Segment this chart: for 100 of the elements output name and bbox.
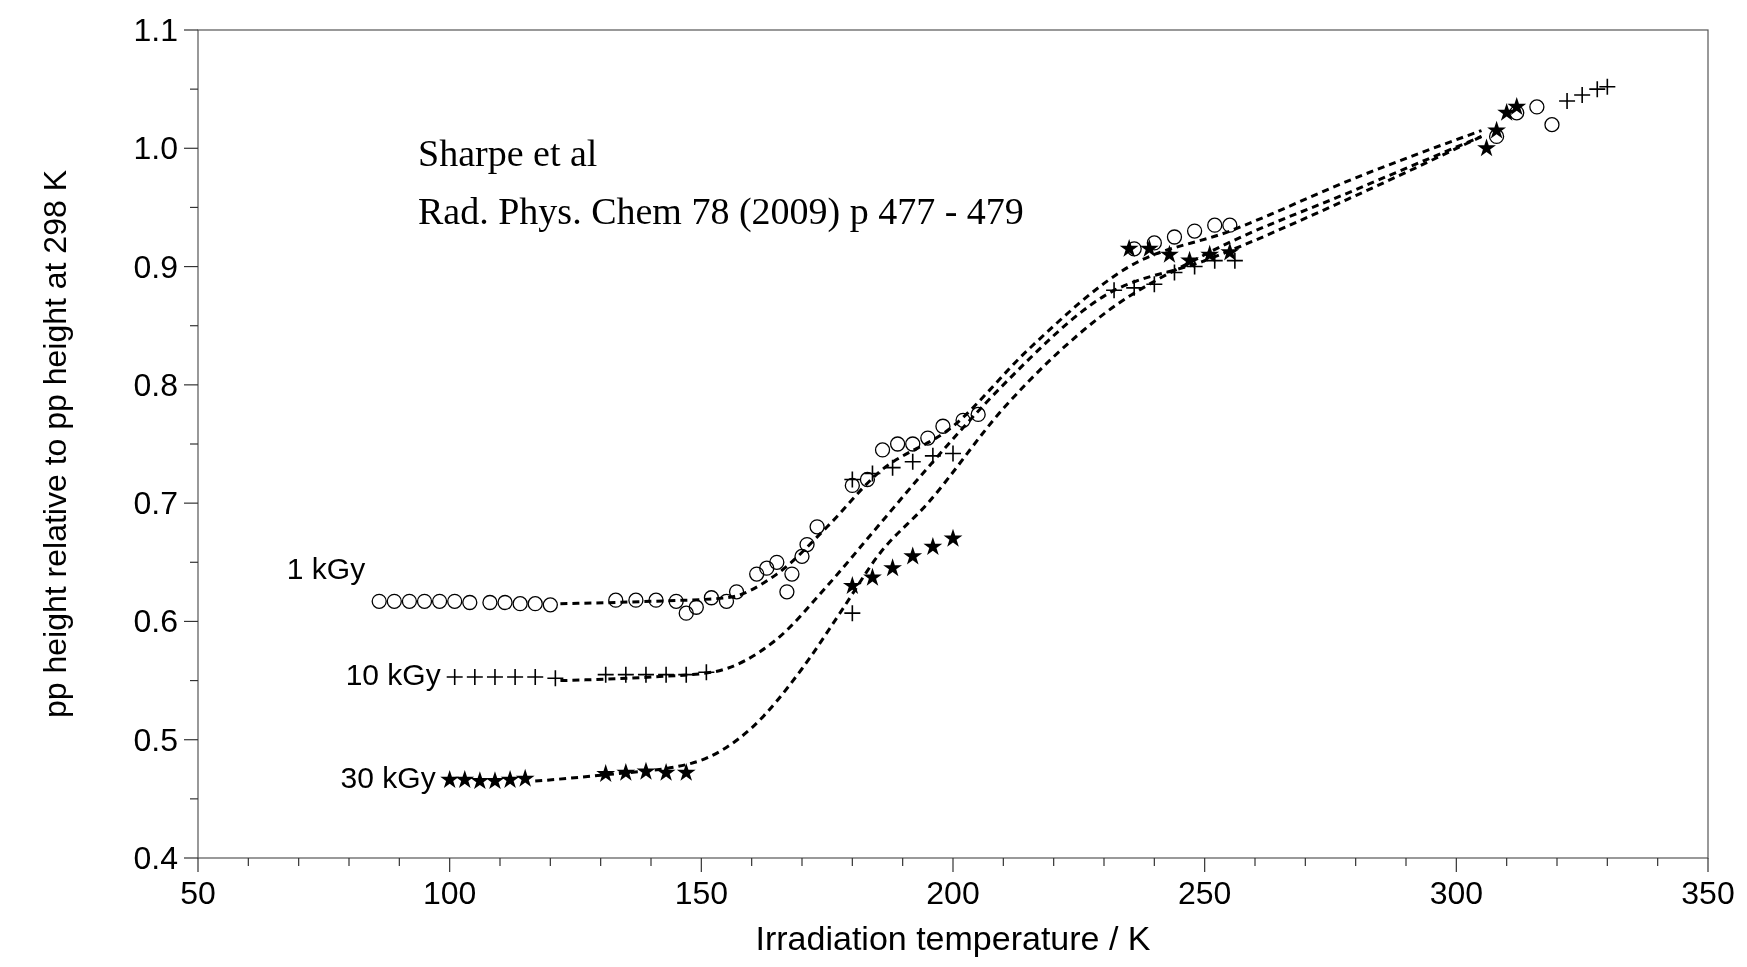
point bbox=[1507, 96, 1527, 115]
point bbox=[1165, 263, 1184, 282]
y-tick-label: 0.4 bbox=[133, 840, 178, 876]
point bbox=[697, 663, 716, 682]
point bbox=[1573, 86, 1591, 104]
point bbox=[445, 668, 464, 686]
y-tick-label: 0.6 bbox=[133, 603, 178, 640]
annotation: Sharpe et al bbox=[418, 132, 598, 174]
point bbox=[648, 592, 664, 608]
point bbox=[1477, 138, 1496, 157]
point bbox=[486, 668, 504, 686]
point bbox=[1529, 99, 1545, 115]
point bbox=[924, 447, 942, 465]
point bbox=[608, 592, 624, 608]
point bbox=[863, 567, 882, 586]
point bbox=[500, 770, 520, 788]
point bbox=[440, 770, 460, 788]
point bbox=[678, 605, 694, 621]
point bbox=[1588, 80, 1607, 98]
point bbox=[844, 477, 860, 494]
point bbox=[1207, 217, 1223, 233]
point bbox=[416, 593, 433, 609]
point bbox=[1558, 92, 1576, 110]
point bbox=[943, 528, 963, 547]
point bbox=[1146, 235, 1162, 251]
point bbox=[920, 430, 936, 446]
point bbox=[843, 470, 862, 489]
point bbox=[447, 593, 463, 609]
x-tick-label: 100 bbox=[422, 875, 477, 911]
point bbox=[944, 444, 962, 463]
point bbox=[935, 418, 951, 434]
point bbox=[1126, 241, 1142, 257]
point bbox=[703, 590, 720, 606]
point bbox=[1226, 251, 1244, 270]
point bbox=[506, 668, 524, 686]
point bbox=[668, 593, 684, 609]
point bbox=[903, 546, 923, 565]
point bbox=[596, 665, 615, 684]
point bbox=[923, 537, 943, 555]
point bbox=[688, 599, 704, 615]
point bbox=[527, 596, 543, 612]
point bbox=[485, 771, 505, 790]
point bbox=[676, 762, 696, 781]
point bbox=[1544, 116, 1560, 133]
point bbox=[759, 560, 775, 576]
x-axis-title: Irradiation temperature / K bbox=[755, 919, 1151, 957]
point bbox=[903, 452, 922, 471]
y-tick-label: 0.7 bbox=[133, 485, 178, 522]
point bbox=[883, 558, 903, 577]
point bbox=[874, 442, 891, 458]
y-tick-label: 0.9 bbox=[133, 248, 178, 285]
y-tick-label: 1.0 bbox=[133, 130, 178, 167]
point bbox=[794, 548, 810, 565]
point bbox=[470, 771, 490, 790]
point bbox=[455, 770, 475, 788]
point bbox=[843, 604, 862, 622]
point bbox=[799, 536, 815, 553]
point bbox=[1166, 229, 1183, 245]
point bbox=[889, 436, 906, 452]
point bbox=[769, 554, 785, 570]
series-label: 30 kGy bbox=[340, 760, 436, 794]
point bbox=[784, 566, 800, 582]
point bbox=[905, 436, 921, 452]
point bbox=[1105, 281, 1123, 300]
point bbox=[970, 406, 986, 423]
point bbox=[401, 593, 418, 609]
point bbox=[482, 594, 498, 611]
point bbox=[1222, 217, 1238, 233]
point bbox=[1509, 105, 1525, 121]
point bbox=[497, 594, 513, 611]
x-tick-label: 350 bbox=[1681, 875, 1735, 911]
x-tick-label: 300 bbox=[1429, 875, 1484, 911]
point bbox=[1139, 238, 1159, 257]
point bbox=[526, 668, 545, 686]
point bbox=[779, 584, 795, 600]
x-tick-label: 150 bbox=[674, 875, 729, 911]
point bbox=[1145, 275, 1164, 294]
point bbox=[546, 669, 565, 688]
x-tick-label: 200 bbox=[926, 875, 980, 911]
point bbox=[1487, 120, 1507, 139]
point bbox=[515, 768, 535, 787]
annotation: Rad. Phys. Chem 78 (2009) p 477 - 479 bbox=[418, 190, 1024, 233]
series-label: 1 kGy bbox=[286, 552, 366, 586]
point bbox=[617, 665, 635, 684]
point bbox=[462, 594, 478, 611]
point bbox=[728, 584, 745, 600]
point bbox=[466, 668, 484, 686]
point bbox=[809, 519, 825, 535]
point bbox=[1119, 238, 1139, 257]
y-tick-label: 0.8 bbox=[133, 366, 178, 403]
y-tick-label: 0.5 bbox=[133, 721, 178, 758]
point bbox=[1186, 223, 1203, 239]
series-label: 10 kGy bbox=[345, 658, 441, 692]
y-tick-label: 1.1 bbox=[133, 12, 178, 48]
point bbox=[371, 593, 387, 609]
y-axis-title: pp height relative to pp height at 298 K bbox=[37, 170, 73, 718]
point bbox=[628, 592, 644, 608]
x-tick-label: 50 bbox=[180, 875, 216, 911]
point bbox=[431, 593, 448, 609]
point bbox=[955, 412, 971, 428]
